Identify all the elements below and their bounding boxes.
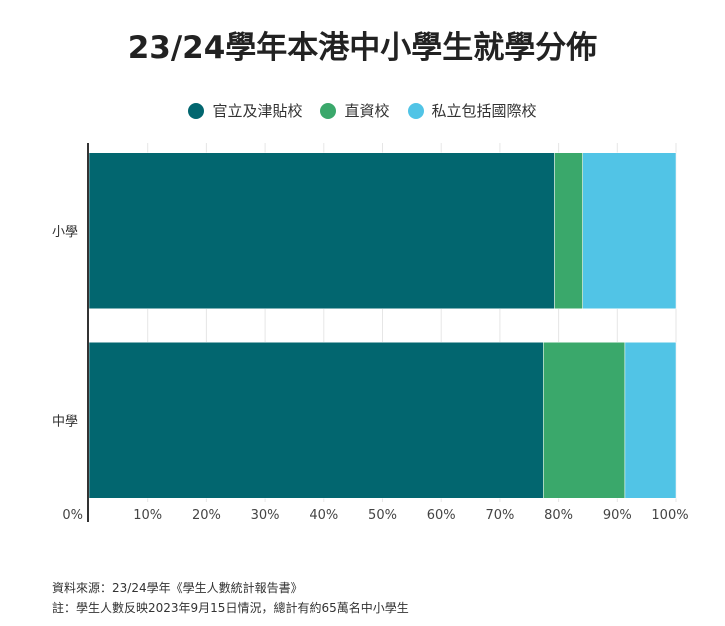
legend-label-private: 私立包括國際校 xyxy=(431,102,537,120)
remark-note: 註：學生人數反映2023年9月15日情況，總計有約65萬名中小學生 xyxy=(52,601,409,615)
legend-swatch-dss xyxy=(320,102,337,119)
y-category-label: 中學 xyxy=(52,414,78,429)
x-tick-label: 50% xyxy=(368,508,397,523)
legend-item-private[interactable]: 私立包括國際校 xyxy=(407,100,537,121)
legend-item-dss[interactable]: 直資校 xyxy=(320,100,390,121)
chart-legend: 官立及津貼校 直資校 私立包括國際校 xyxy=(0,100,725,121)
x-tick-label: 10% xyxy=(133,508,162,523)
legend-label-dss: 直資校 xyxy=(344,102,390,120)
source-note: 資料來源：23/24學年《學生人數統計報告書》 xyxy=(52,581,303,595)
x-tick-label: 30% xyxy=(251,508,280,523)
bar-segment xyxy=(624,342,677,499)
x-tick-label: 100% xyxy=(651,508,688,523)
x-tick-label: 0% xyxy=(62,508,83,523)
legend-item-government-aided[interactable]: 官立及津貼校 xyxy=(188,100,302,121)
x-tick-label: 90% xyxy=(603,508,632,523)
bar-segment xyxy=(88,152,555,309)
y-category-label: 小學 xyxy=(52,225,78,240)
x-tick-label: 70% xyxy=(485,508,514,523)
legend-swatch-private xyxy=(407,102,424,119)
x-tick-label: 40% xyxy=(309,508,338,523)
legend-swatch-government-aided xyxy=(188,102,205,119)
bar-segment xyxy=(88,342,544,499)
chart-notes: 資料來源：23/24學年《學生人數統計報告書》 註：學生人數反映2023年9月1… xyxy=(52,578,409,618)
legend-label-government-aided: 官立及津貼校 xyxy=(212,102,303,120)
bar-segment xyxy=(543,342,626,499)
bar-segment xyxy=(582,152,677,309)
x-tick-label: 20% xyxy=(192,508,221,523)
x-tick-label: 60% xyxy=(427,508,456,523)
chart-title: 23/24學年本港中小學生就學分佈 xyxy=(127,30,598,66)
bars xyxy=(88,152,677,499)
x-tick-label: 80% xyxy=(544,508,573,523)
bar-segment xyxy=(554,152,583,309)
